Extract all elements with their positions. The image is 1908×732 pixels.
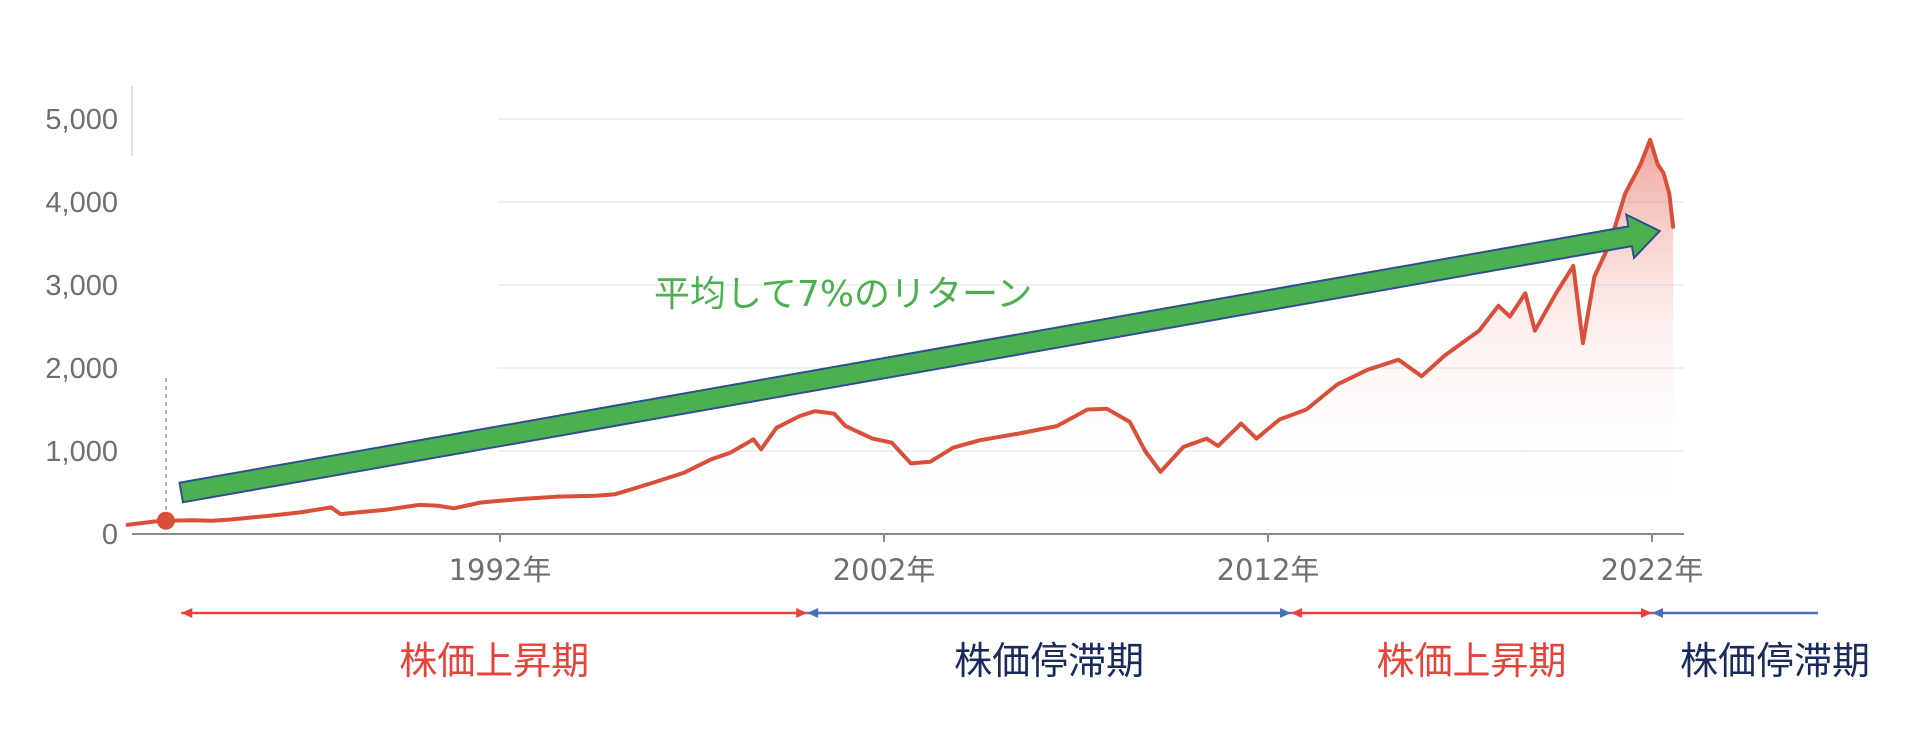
period-arrow-head	[796, 608, 808, 618]
series-area	[127, 139, 1674, 535]
period-arrow-head	[1652, 608, 1663, 618]
gridlines	[498, 118, 1684, 452]
x-axis: 1992年 2002年 2012年 2022年	[449, 534, 1704, 587]
period-arrow-head	[181, 608, 193, 618]
series-line	[125, 137, 1676, 527]
period-label: 株価上昇期	[1377, 639, 1567, 683]
x-tick-label: 2012年	[1217, 553, 1320, 587]
period-arrow-head	[1291, 608, 1303, 618]
period-arrow-head	[807, 608, 819, 618]
period-label: 株価停滞期	[954, 639, 1144, 683]
x-tick-label: 1992年	[449, 553, 552, 587]
y-tick-label: 0	[102, 519, 118, 551]
period-label: 株価上昇期	[399, 639, 589, 683]
start-marker-dot	[156, 511, 175, 530]
y-tick-label: 4,000	[45, 187, 118, 219]
y-tick-label: 3,000	[45, 270, 118, 302]
period-annotations: 株価上昇期 株価停滞期 株価上昇期 株価停滞期	[181, 608, 1870, 683]
y-tick-label: 1,000	[45, 436, 118, 468]
y-tick-label: 5,000	[45, 104, 118, 136]
period-arrow-head	[1641, 608, 1652, 618]
period-arrow-head	[1280, 608, 1292, 618]
trend-annotation: 平均して7%のリターン	[654, 274, 1032, 315]
x-tick-label: 2022年	[1601, 553, 1704, 587]
trend-arrow	[178, 212, 1662, 504]
period-label: 株価停滞期	[1680, 639, 1870, 683]
y-tick-label: 2,000	[45, 353, 118, 385]
y-axis: 0 1,000 2,000 3,000 4,000 5,000	[45, 104, 118, 551]
x-tick-label: 2002年	[833, 553, 936, 587]
